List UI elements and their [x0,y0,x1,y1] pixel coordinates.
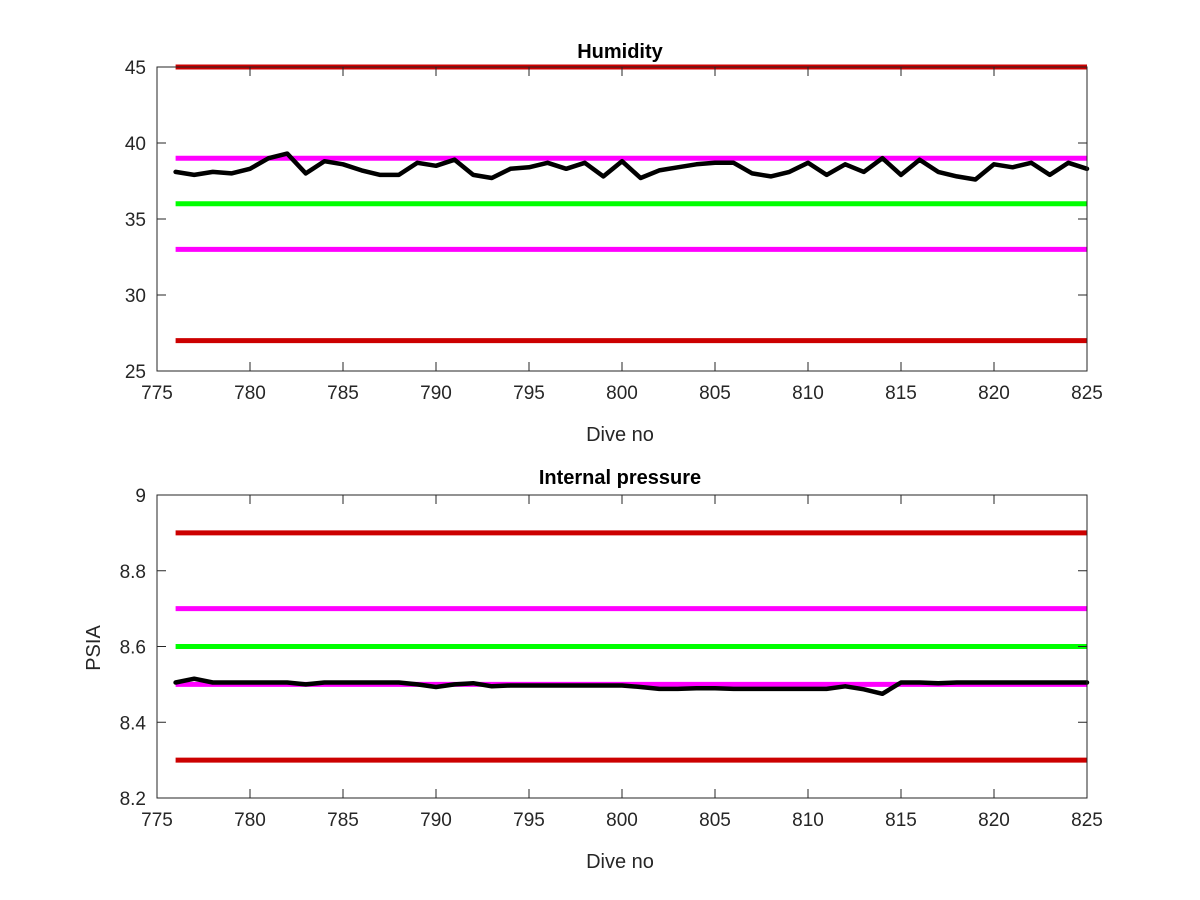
pressure-y-label: PSIA [83,625,105,671]
humidity-plot-area: 775 780 785 790 795 800 805 810 815 820 825 25 30 35 4… [125,58,1103,404]
pressure-x-tick-label: 815 [885,810,917,831]
pressure-x-tick-label: 775 [141,810,173,831]
pressure-series-line [173,676,1090,697]
pressure-x-tick-label: 825 [1071,810,1103,831]
humidity-x-tick-label: 785 [327,383,359,404]
pressure-y-tick-label: 8.4 [120,713,147,734]
pressure-x-tick-label: 820 [978,810,1010,831]
pressure-x-label: Dive no [586,851,654,873]
humidity-x-label: Dive no [586,424,654,446]
humidity-subplot: Humidity 775 780 785 790 795 800 805 810 815 820 8… [125,41,1103,446]
humidity-x-tick-label: 775 [141,383,173,404]
humidity-x-tick-label: 810 [792,383,824,404]
humidity-title: Humidity [577,41,663,63]
humidity-x-tick-label: 820 [978,383,1010,404]
humidity-y-tick-label: 30 [125,286,146,307]
humidity-x-tick-label: 800 [606,383,638,404]
pressure-y-tick-label: 8.8 [120,562,146,583]
pressure-title: Internal pressure [539,467,701,489]
humidity-x-tick-label: 815 [885,383,917,404]
humidity-y-tick-label: 45 [125,58,146,79]
humidity-x-tick-label: 790 [420,383,452,404]
pressure-x-tick-label: 800 [606,810,638,831]
humidity-y-tick-label: 40 [125,134,146,155]
pressure-plot-area: 775 780 785 790 795 800 805 810 815 820 825 8.2 8.4 8… [120,486,1103,831]
pressure-subplot: Internal pressure 775 780 785 790 795 800 805 8… [83,467,1103,873]
pressure-y-tick-label: 8.2 [120,789,146,810]
humidity-y-tick-label: 35 [125,210,146,231]
pressure-x-tick-label: 805 [699,810,731,831]
pressure-x-tick-label: 780 [234,810,266,831]
pressure-x-tick-label: 785 [327,810,359,831]
pressure-x-tick-label: 790 [420,810,452,831]
humidity-x-tick-label: 795 [513,383,545,404]
humidity-x-tick-label: 805 [699,383,731,404]
pressure-y-tick-label: 9 [135,486,146,507]
pressure-y-tick-label: 8.6 [120,638,146,659]
humidity-x-tick-label: 780 [234,383,266,404]
humidity-x-tick-label: 825 [1071,383,1103,404]
humidity-series-line [173,151,1090,182]
pressure-x-tick-label: 795 [513,810,545,831]
humidity-y-tick-label: 25 [125,362,146,383]
pressure-x-tick-label: 810 [792,810,824,831]
